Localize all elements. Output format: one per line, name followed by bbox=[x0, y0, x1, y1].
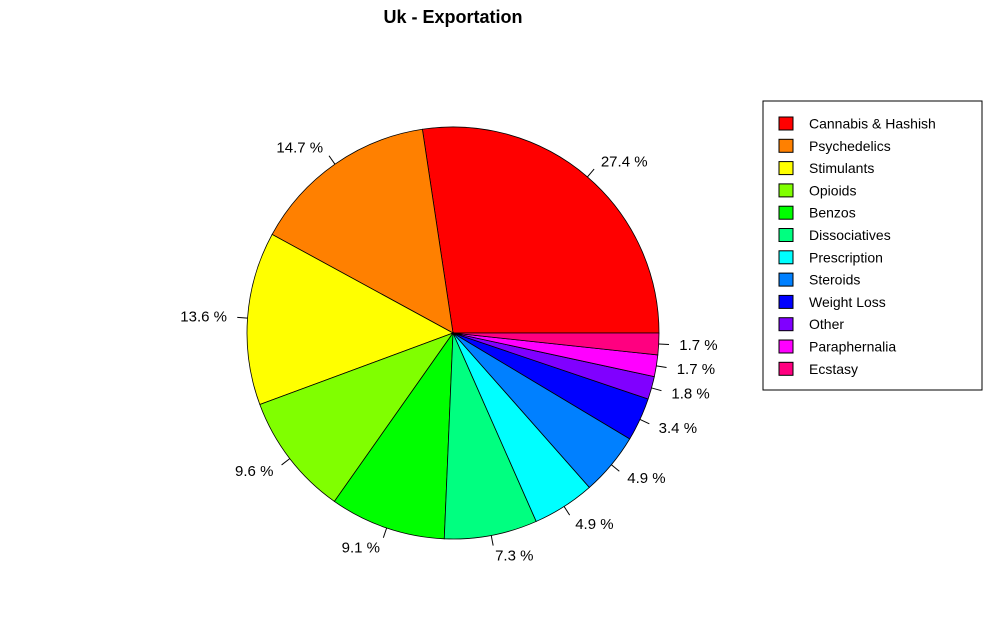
label-tick bbox=[611, 464, 620, 472]
value-label: 14.7 % bbox=[276, 139, 323, 156]
pie-slices bbox=[246, 126, 660, 540]
pie-value-labels: 27.4 % 14.7 % 13.6 % 9.6 % 9.1 % 7.3 % 4.9 % 4.… bbox=[180, 139, 717, 564]
label-tick bbox=[328, 155, 336, 165]
legend-label-steroids: Steroids bbox=[809, 272, 860, 288]
legend-label-psychedelics: Psychedelics bbox=[809, 138, 891, 154]
legend-label-stimulants: Stimulants bbox=[809, 160, 874, 176]
legend-label-prescription: Prescription bbox=[809, 249, 883, 265]
label-tick bbox=[490, 535, 494, 546]
label-tick bbox=[237, 316, 248, 319]
chart-title: Uk - Exportation bbox=[383, 7, 522, 27]
value-label: 7.3 % bbox=[495, 548, 533, 565]
legend-label-other: Other bbox=[809, 316, 844, 332]
legend-label-ecstasy: Ecstasy bbox=[809, 361, 858, 377]
pie-slice-stimulants bbox=[246, 233, 454, 406]
label-tick bbox=[658, 343, 670, 346]
label-tick bbox=[651, 387, 662, 392]
label-tick bbox=[281, 458, 291, 466]
legend-swatch-other bbox=[778, 317, 794, 332]
legend-swatch-cannabis-hashish bbox=[778, 116, 794, 131]
value-label: 27.4 % bbox=[601, 153, 648, 170]
legend-label-dissociatives: Dissociatives bbox=[809, 227, 891, 243]
legend-swatch-opioids bbox=[778, 183, 794, 198]
legend-label-opioids: Opioids bbox=[809, 182, 856, 198]
value-label: 1.8 % bbox=[671, 385, 709, 402]
value-label: 3.4 % bbox=[659, 420, 697, 437]
legend-swatch-psychedelics bbox=[778, 138, 794, 153]
legend-label-benzos: Benzos bbox=[809, 205, 856, 221]
label-tick bbox=[656, 365, 667, 368]
label-tick bbox=[587, 168, 595, 178]
legend-label-cannabis-hashish: Cannabis & Hashish bbox=[809, 116, 936, 132]
label-tick bbox=[382, 527, 388, 538]
value-label: 4.9 % bbox=[575, 516, 613, 533]
legend-swatch-paraphernalia bbox=[778, 339, 794, 354]
value-label: 1.7 % bbox=[679, 337, 717, 354]
legend-swatch-weight-loss bbox=[778, 294, 794, 309]
pie-slice-opioids bbox=[259, 332, 455, 502]
legend: Cannabis & Hashish Psychedelics Stimulants… bbox=[762, 100, 983, 391]
value-label: 9.1 % bbox=[342, 540, 380, 557]
legend-swatch-steroids bbox=[778, 272, 794, 287]
legend-label-paraphernalia: Paraphernalia bbox=[809, 339, 896, 355]
legend-swatch-dissociatives bbox=[778, 228, 794, 242]
pie-slice-ecstasy bbox=[452, 332, 660, 356]
legend-swatch-stimulants bbox=[778, 161, 794, 176]
legend-box bbox=[762, 100, 983, 391]
value-label: 4.9 % bbox=[627, 470, 665, 487]
label-tick bbox=[639, 419, 650, 425]
legend-swatch-ecstasy bbox=[778, 361, 794, 376]
legend-swatch-benzos bbox=[778, 205, 794, 220]
value-label: 13.6 % bbox=[180, 309, 227, 326]
value-label: 1.7 % bbox=[677, 361, 715, 378]
label-tick bbox=[563, 506, 571, 516]
legend-swatch-prescription bbox=[778, 250, 794, 265]
legend-label-weight-loss: Weight Loss bbox=[809, 294, 886, 310]
value-label: 9.6 % bbox=[235, 463, 273, 480]
